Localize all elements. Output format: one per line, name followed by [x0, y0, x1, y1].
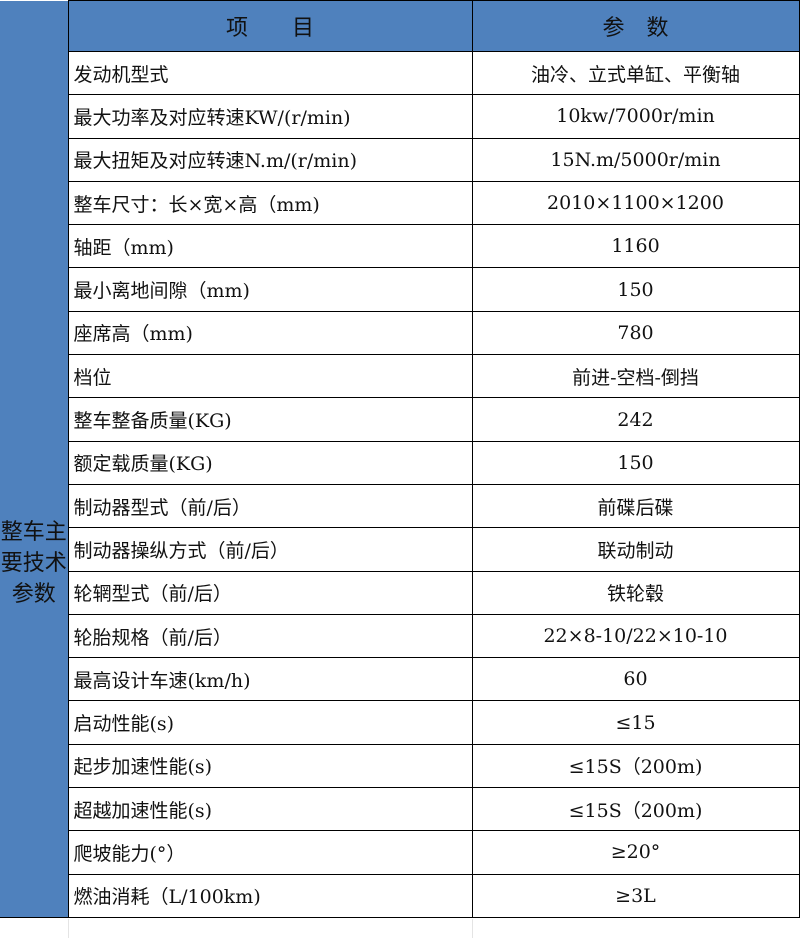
spec-value: 1160: [471, 224, 800, 269]
header-param: 参 数: [471, 0, 800, 52]
table-row: 档位 前进-空档-倒挡: [0, 354, 800, 399]
spec-value: 242: [471, 397, 800, 442]
spec-name: 轴距（mm): [67, 224, 473, 269]
table-row: 最大功率及对应转速KW/(r/min) 10kw/7000r/min: [0, 94, 800, 139]
table-row: 燃油消耗（L/100km) ≥3L: [0, 873, 800, 918]
header-item: 项 目: [67, 0, 473, 52]
table-row: 制动器型式（前/后） 前碟后碟: [0, 483, 800, 529]
table-row: 起步加速性能(s) ≤15S（200m): [0, 743, 800, 789]
spec-value: 10kw/7000r/min: [471, 94, 800, 139]
spec-value: 150: [471, 440, 800, 485]
spec-value: 780: [471, 310, 800, 356]
table-row: 最小离地间隙（mm) 150: [0, 267, 800, 312]
table-row: 整车整备质量(KG) 242: [0, 397, 800, 442]
spec-value: 前碟后碟: [471, 483, 800, 529]
spec-name: 起步加速性能(s): [67, 743, 473, 789]
table-row: 制动器操纵方式（前/后） 联动制动: [0, 527, 800, 572]
table-row: 超越加速性能(s) ≤15S（200m): [0, 787, 800, 832]
table-row: 轮辋型式（前/后） 铁轮毂: [0, 570, 800, 615]
spec-name: 燃油消耗（L/100km): [67, 873, 473, 918]
table-row: 最大扭矩及对应转速N.m/(r/min) 15N.m/5000r/min: [0, 137, 800, 182]
spec-table: 整车主要技术参数 项 目 参 数 发动机型式 油冷、立式单缸、平衡轴 最大功率及对应…: [0, 0, 800, 918]
spec-value: ≤15S（200m): [471, 743, 800, 789]
spec-value: 150: [471, 267, 800, 312]
spec-name: 轮辋型式（前/后）: [67, 570, 473, 615]
table-row: 轮胎规格（前/后） 22×8-10/22×10-10: [0, 613, 800, 659]
spec-name: 座席高（mm): [67, 310, 473, 356]
spec-name: 最大扭矩及对应转速N.m/(r/min): [67, 137, 473, 182]
spec-name: 最高设计车速(km/h): [67, 657, 473, 702]
spec-value: 2010×1100×1200: [471, 180, 800, 226]
spec-name: 档位: [67, 354, 473, 399]
table-row: 座席高（mm) 780: [0, 310, 800, 356]
table-row: 爬坡能力(°） ≥20°: [0, 830, 800, 875]
spec-name: 超越加速性能(s): [67, 787, 473, 832]
table-row: 整车尺寸：长×宽×高（mm) 2010×1100×1200: [0, 180, 800, 226]
spec-value: 15N.m/5000r/min: [471, 137, 800, 182]
spec-value: ≥20°: [471, 830, 800, 875]
spec-name: 发动机型式: [67, 50, 473, 96]
table-row: 最高设计车速(km/h) 60: [0, 657, 800, 702]
spec-value: ≤15: [471, 700, 800, 745]
spec-name: 最大功率及对应转速KW/(r/min): [67, 94, 473, 139]
spec-name: 制动器操纵方式（前/后）: [67, 527, 473, 572]
header-row: 整车主要技术参数 项 目 参 数: [0, 0, 800, 918]
table-row: 额定载质量(KG) 150: [0, 440, 800, 485]
spec-value: 60: [471, 657, 800, 702]
table-row: 发动机型式 油冷、立式单缸、平衡轴: [0, 50, 800, 96]
spec-value: 联动制动: [471, 527, 800, 572]
spec-value: 铁轮毂: [471, 570, 800, 615]
spec-value: 油冷、立式单缸、平衡轴: [471, 50, 800, 96]
table-row: 启动性能(s) ≤15: [0, 700, 800, 745]
grid-line: [68, 919, 69, 938]
spec-name: 爬坡能力(°）: [67, 830, 473, 875]
spec-value: ≤15S（200m): [471, 787, 800, 832]
spec-name: 整车尺寸：长×宽×高（mm): [67, 180, 473, 226]
spec-name: 制动器型式（前/后）: [67, 483, 473, 529]
spec-name: 最小离地间隙（mm): [67, 267, 473, 312]
side-label: 整车主要技术参数: [0, 0, 69, 918]
spec-name: 整车整备质量(KG): [67, 397, 473, 442]
spec-name: 轮胎规格（前/后）: [67, 613, 473, 659]
spec-value: 22×8-10/22×10-10: [471, 613, 800, 659]
spec-name: 启动性能(s): [67, 700, 473, 745]
grid-line: [472, 919, 473, 938]
spec-name: 额定载质量(KG): [67, 440, 473, 485]
spec-value: ≥3L: [471, 873, 800, 918]
spec-value: 前进-空档-倒挡: [471, 354, 800, 399]
table-row: 轴距（mm) 1160: [0, 224, 800, 269]
